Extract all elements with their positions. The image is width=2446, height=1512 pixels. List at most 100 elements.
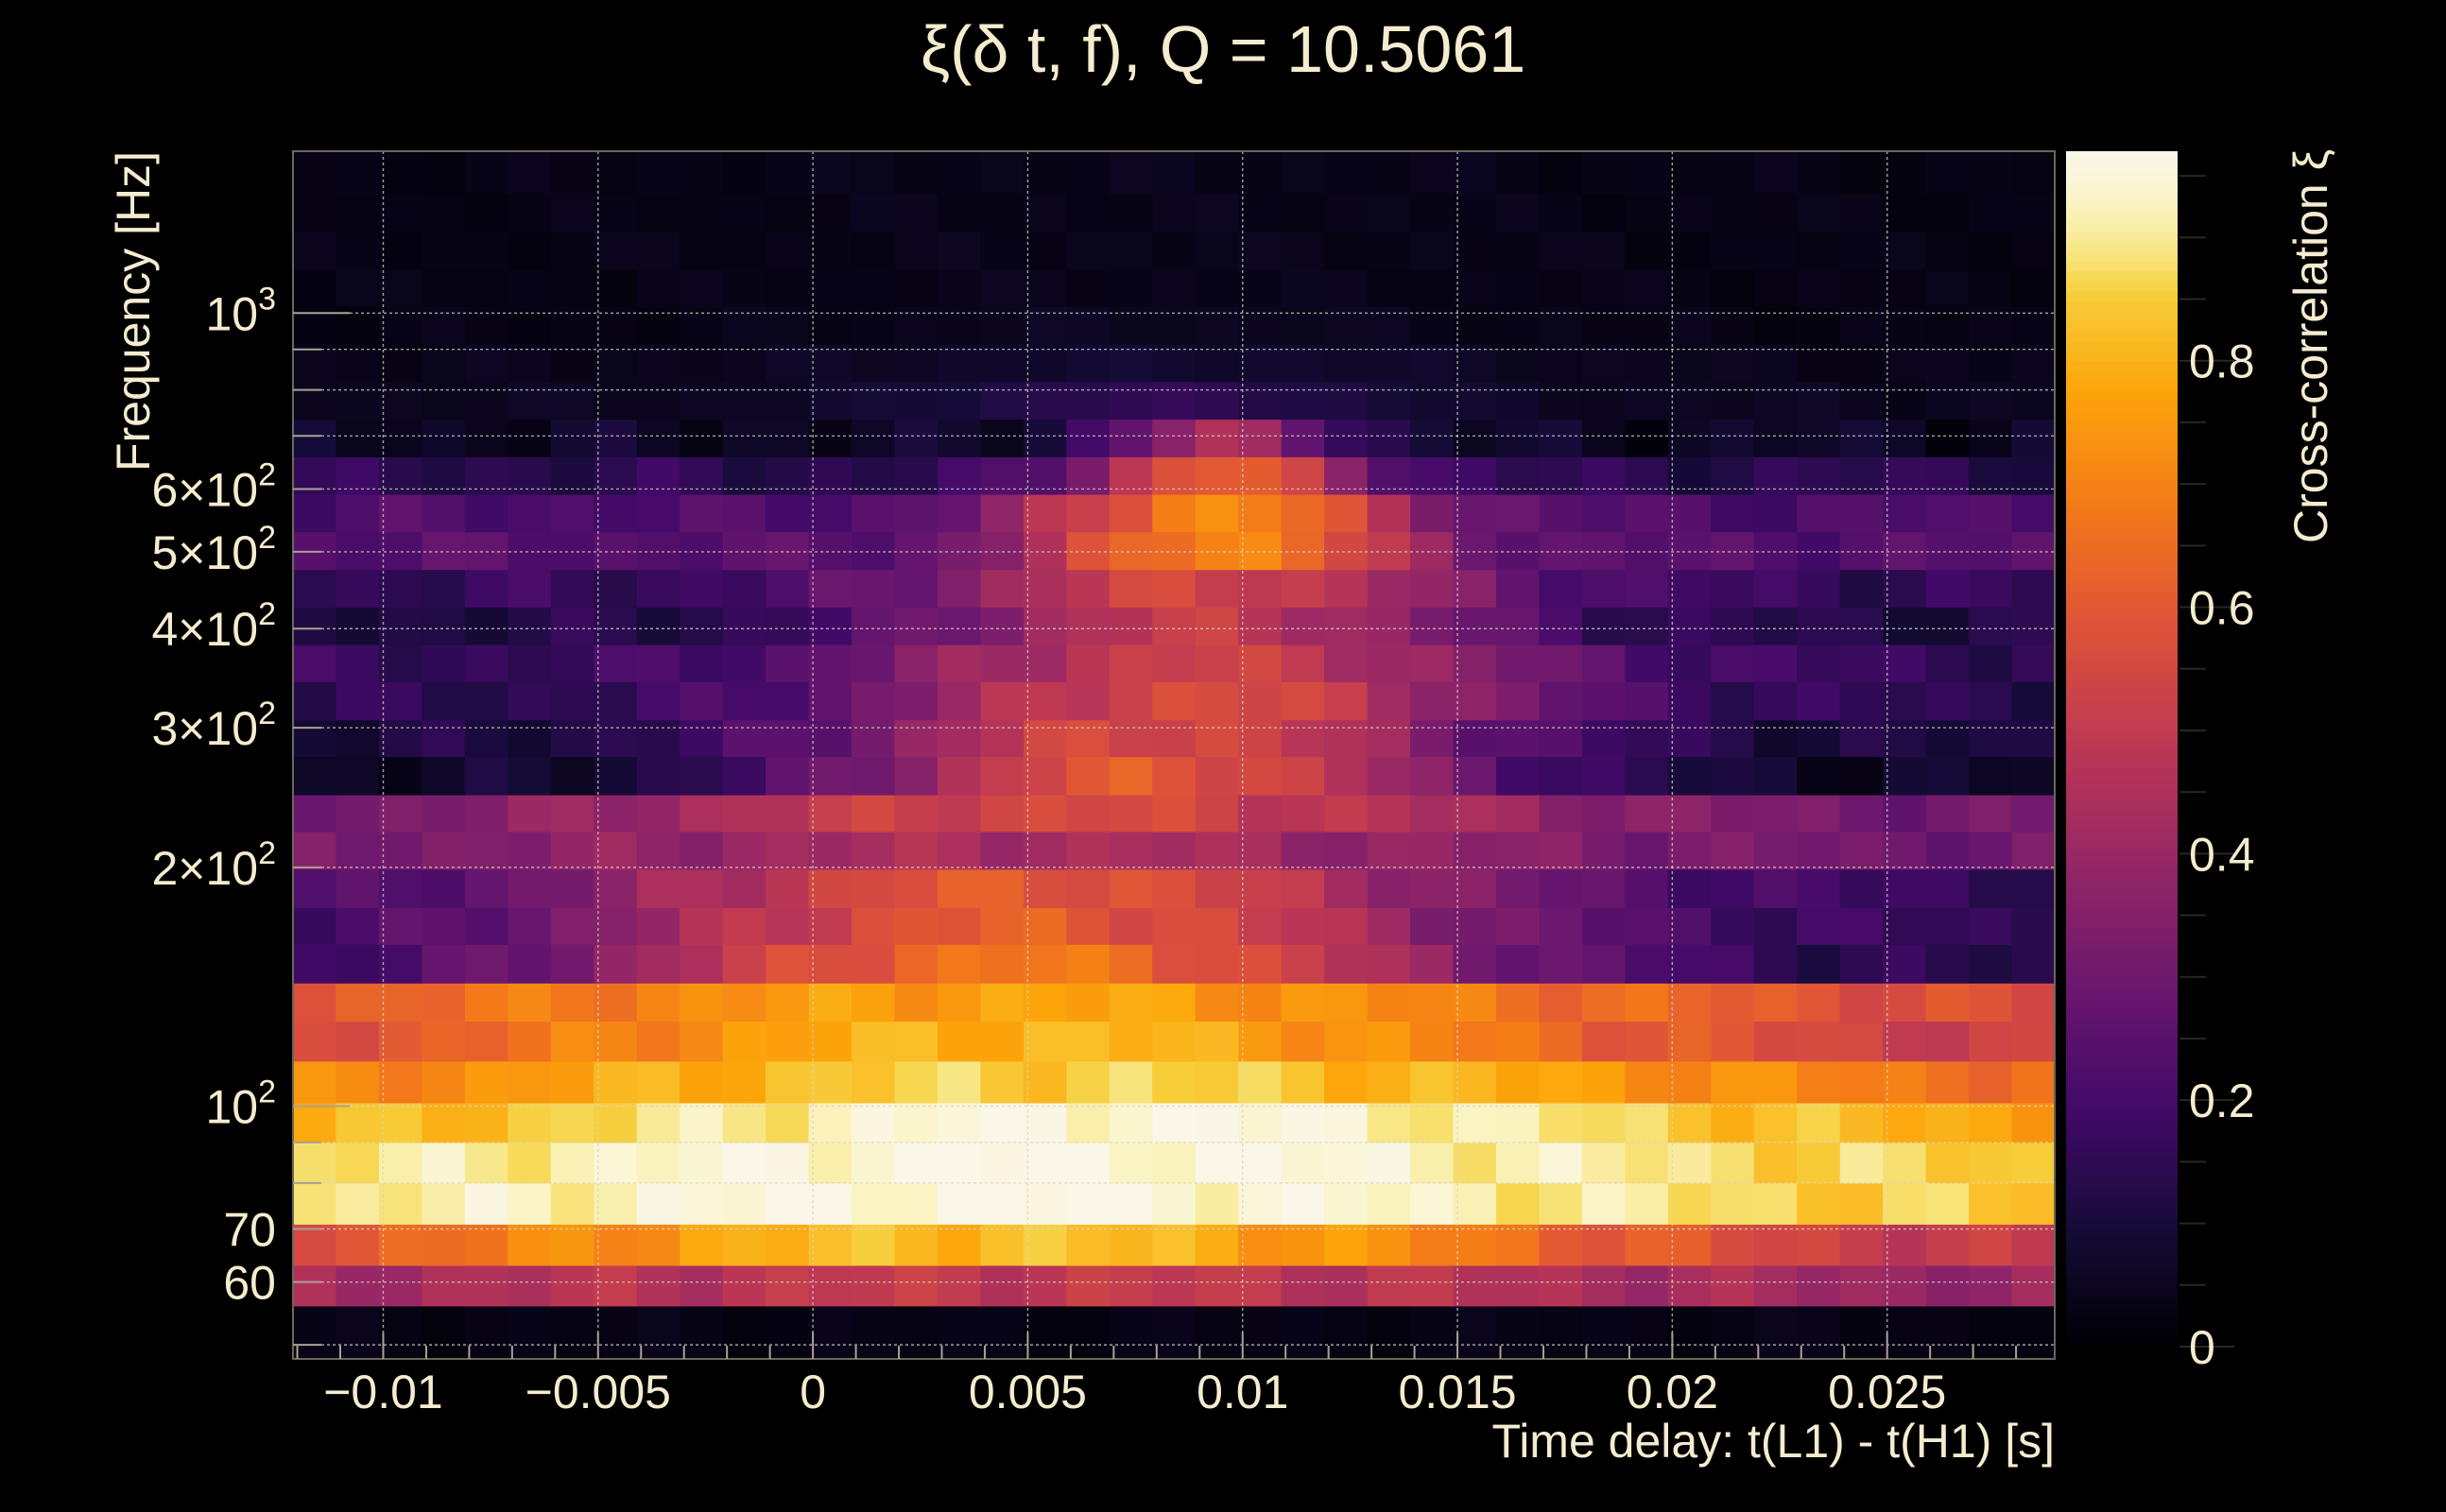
heatmap-cell (1152, 1060, 1197, 1104)
heatmap-cell (1667, 344, 1712, 383)
heatmap-cell (550, 868, 594, 908)
heatmap-cell (722, 344, 767, 383)
heatmap-cell (2011, 569, 2056, 608)
heatmap-cell (508, 1021, 552, 1062)
heatmap-cell (1367, 644, 1411, 682)
heatmap-cell (293, 681, 337, 721)
heatmap-cell (937, 531, 982, 571)
colorbar-segment (2066, 619, 2178, 630)
heatmap-cell (1925, 681, 1970, 721)
heatmap-cell (766, 531, 810, 571)
heatmap-cell (1109, 681, 1153, 721)
heatmap-cell (766, 1182, 810, 1225)
heatmap-cell (2011, 151, 2056, 195)
heatmap-cell (1023, 831, 1067, 870)
heatmap-cell (1539, 794, 1583, 833)
heatmap-cell (894, 1060, 939, 1104)
heatmap-cell (722, 231, 767, 270)
colorbar-segment (2066, 1157, 2178, 1169)
colorbar-segment (2066, 1038, 2178, 1049)
heatmap-cell (1367, 1060, 1411, 1104)
heatmap-cell (1495, 419, 1541, 457)
heatmap-cell (464, 231, 508, 270)
heatmap-cell (1581, 1305, 1626, 1360)
heatmap-cell (636, 1182, 680, 1225)
heatmap-cell (636, 1224, 680, 1266)
heatmap-cell (1969, 194, 2013, 232)
heatmap-cell (293, 1264, 337, 1307)
heatmap-cell (1453, 644, 1497, 682)
heatmap-cell (766, 268, 810, 307)
heatmap-cell (1238, 1060, 1283, 1104)
heatmap-cell (894, 644, 939, 682)
heatmap-cell (1581, 569, 1626, 608)
heatmap-cell (1367, 381, 1411, 421)
heatmap-cell (980, 1142, 1025, 1184)
heatmap-cell (1925, 944, 1970, 984)
heatmap-cell (508, 344, 552, 383)
heatmap-cell (336, 344, 380, 383)
heatmap-cell (1625, 344, 1669, 383)
heatmap-cell (1324, 194, 1369, 232)
heatmap-cell (1453, 1264, 1497, 1307)
heatmap-cell (980, 1305, 1025, 1360)
heatmap-cell (852, 194, 896, 232)
heatmap-cell (636, 944, 680, 984)
heatmap-cell (980, 306, 1025, 345)
colorbar-segment (2066, 659, 2178, 670)
heatmap-cell (1195, 944, 1239, 984)
colorbar-segment (2066, 898, 2178, 909)
heatmap-cell (636, 306, 680, 345)
heatmap-cell (1195, 419, 1239, 457)
heatmap-cell (1711, 306, 1755, 345)
heatmap-cell (1797, 756, 1841, 796)
colorbar-segment (2066, 369, 2178, 382)
heatmap-cell (1711, 531, 1755, 571)
heatmap-cell (1109, 719, 1153, 758)
heatmap-cell (508, 268, 552, 307)
heatmap-cell (852, 419, 896, 457)
heatmap-cell (1066, 1102, 1111, 1143)
heatmap-cell (1023, 231, 1067, 270)
heatmap-cell (1925, 381, 1970, 421)
heatmap-cell (1453, 231, 1497, 270)
heatmap-cell (766, 1060, 810, 1104)
heatmap-cell (1667, 719, 1712, 758)
colorbar-segment (2066, 290, 2178, 301)
y-tick-label: 4×102 (151, 596, 276, 656)
heatmap-cell (1969, 268, 2013, 307)
heatmap-cell (1883, 194, 1927, 232)
heatmap-cell (336, 681, 380, 721)
heatmap-cell (1495, 719, 1541, 758)
heatmap-cell (2011, 944, 2056, 984)
heatmap-cell (1109, 268, 1153, 307)
heatmap-cell (1495, 1021, 1541, 1062)
heatmap-cell (852, 1182, 896, 1225)
heatmap-cell (680, 983, 724, 1022)
heatmap-cell (1711, 231, 1755, 270)
heatmap-cell (1839, 794, 1884, 833)
heatmap-cell (336, 719, 380, 758)
heatmap-cell (980, 231, 1025, 270)
heatmap-cell (766, 569, 810, 608)
heatmap-cell (1367, 868, 1411, 908)
heatmap-cell (1453, 868, 1497, 908)
heatmap-cell (293, 151, 337, 195)
heatmap-cell (937, 1142, 982, 1184)
colorbar-segment (2066, 748, 2178, 760)
heatmap-cell (1581, 231, 1626, 270)
heatmap-cell (1753, 268, 1798, 307)
heatmap-cell (378, 231, 422, 270)
heatmap-cell (1238, 681, 1283, 721)
colorbar-segment (2066, 1316, 2178, 1328)
heatmap-cell (2011, 868, 2056, 908)
heatmap-cell (1453, 569, 1497, 608)
heatmap-cell (722, 681, 767, 721)
heatmap-cell (852, 151, 896, 195)
heatmap-cell (1152, 944, 1197, 984)
heatmap-cell (894, 344, 939, 383)
heatmap-cell (550, 831, 594, 870)
heatmap-cell (1925, 1305, 1970, 1360)
heatmap-cell (1195, 1021, 1239, 1062)
heatmap-cell (852, 607, 896, 645)
